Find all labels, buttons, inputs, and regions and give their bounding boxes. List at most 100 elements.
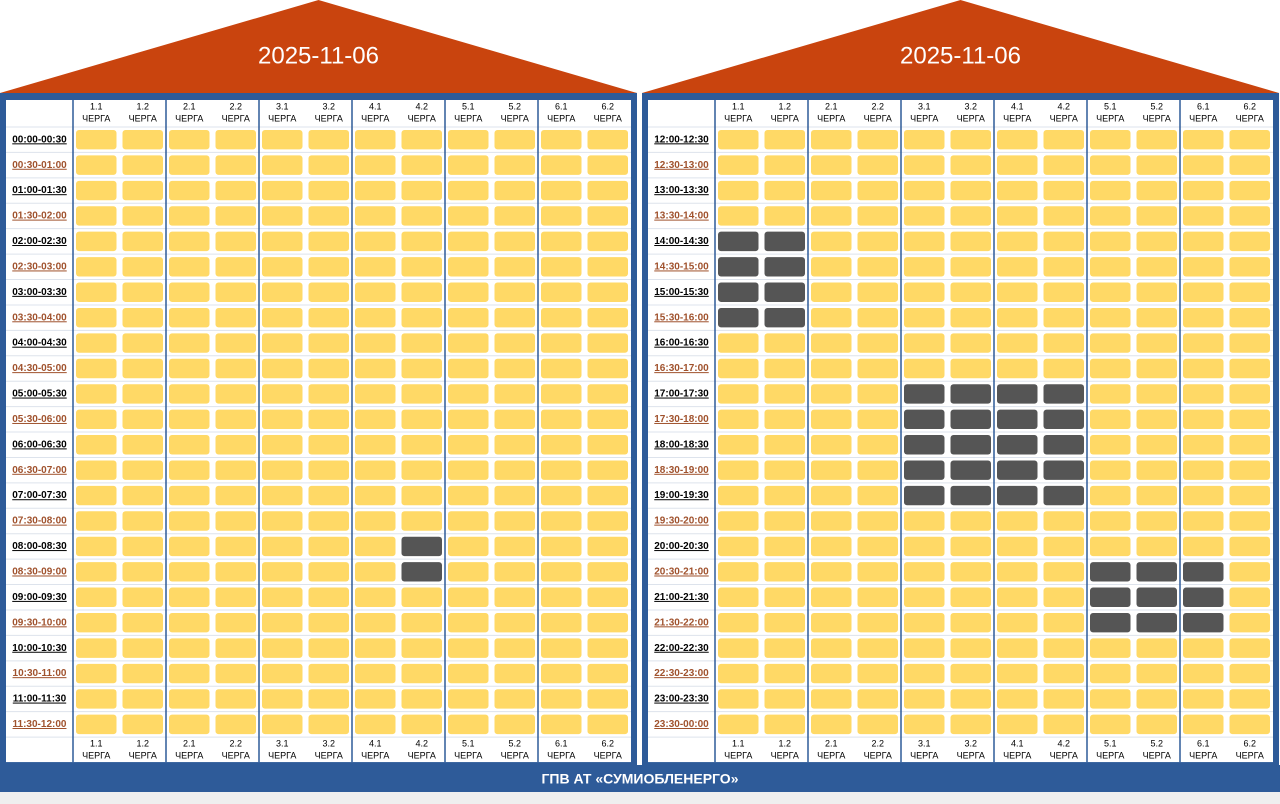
power-cell <box>587 587 628 607</box>
time-label[interactable]: 09:00-09:30 <box>12 592 67 603</box>
queue-label: ЧЕРГА <box>361 750 389 760</box>
time-label[interactable]: 08:00-08:30 <box>12 541 67 552</box>
time-label[interactable]: 14:00-14:30 <box>654 236 709 247</box>
time-label[interactable]: 07:30-08:00 <box>12 516 67 527</box>
time-label[interactable]: 20:30-21:00 <box>654 566 709 577</box>
time-label[interactable]: 10:00-10:30 <box>12 643 67 654</box>
time-label[interactable]: 20:00-20:30 <box>654 541 709 552</box>
time-label[interactable]: 12:00-12:30 <box>654 134 709 145</box>
power-cell <box>494 587 535 607</box>
time-label[interactable]: 22:00-22:30 <box>654 643 709 654</box>
power-cell <box>1136 485 1177 506</box>
queue-id: 3.1 <box>276 738 289 748</box>
time-label[interactable]: 00:30-01:00 <box>12 160 67 171</box>
time-label[interactable]: 16:30-17:00 <box>654 363 709 374</box>
power-cell <box>262 485 303 506</box>
power-cell <box>401 130 442 150</box>
queue-label: ЧЕРГА <box>864 750 892 760</box>
power-cell <box>122 206 163 226</box>
queue-label: ЧЕРГА <box>1050 750 1078 760</box>
time-label[interactable]: 16:00-16:30 <box>654 338 709 349</box>
time-label[interactable]: 03:30-04:00 <box>12 312 67 323</box>
time-label[interactable]: 13:30-14:00 <box>654 211 709 222</box>
power-cell <box>308 180 349 201</box>
power-cell <box>997 663 1038 684</box>
queue-id: 6.2 <box>601 738 614 748</box>
time-label[interactable]: 04:00-04:30 <box>12 338 67 349</box>
time-label[interactable]: 23:30-00:00 <box>654 719 709 730</box>
time-label[interactable]: 19:30-20:00 <box>654 516 709 527</box>
power-cell <box>308 638 349 658</box>
power-cell <box>169 130 210 150</box>
power-cell <box>1090 282 1131 302</box>
outage-cell <box>764 307 805 328</box>
time-label[interactable]: 01:00-01:30 <box>12 185 67 196</box>
power-cell <box>122 460 163 480</box>
time-label[interactable]: 21:30-22:00 <box>654 617 709 628</box>
time-label[interactable]: 02:30-03:00 <box>12 261 67 272</box>
time-label[interactable]: 19:00-19:30 <box>654 490 709 501</box>
power-cell <box>401 663 442 684</box>
power-cell <box>1043 511 1084 531</box>
power-cell <box>262 307 303 328</box>
power-cell <box>950 155 991 175</box>
time-label[interactable]: 10:30-11:00 <box>13 668 67 679</box>
time-label[interactable]: 18:00-18:30 <box>654 439 709 450</box>
outage-cell <box>1043 435 1084 455</box>
power-cell <box>997 333 1038 353</box>
time-label[interactable]: 01:30-02:00 <box>12 211 67 222</box>
power-cell <box>76 485 117 506</box>
time-label[interactable]: 13:00-13:30 <box>654 185 709 196</box>
time-label[interactable]: 08:30-09:00 <box>12 566 67 577</box>
power-cell <box>764 206 805 226</box>
power-cell <box>764 435 805 455</box>
time-label[interactable]: 21:00-21:30 <box>654 592 709 603</box>
power-cell <box>355 130 396 150</box>
power-cell <box>587 485 628 506</box>
time-label[interactable]: 18:30-19:00 <box>654 465 709 476</box>
power-cell <box>541 206 582 226</box>
time-label[interactable]: 12:30-13:00 <box>654 160 709 171</box>
power-cell <box>215 460 256 480</box>
outage-cell <box>718 231 759 252</box>
outage-cell <box>1136 612 1177 633</box>
power-cell <box>448 155 489 175</box>
time-label[interactable]: 04:30-05:00 <box>12 363 67 374</box>
time-label[interactable]: 07:00-07:30 <box>12 490 67 501</box>
power-cell <box>169 384 210 404</box>
time-label[interactable]: 00:00-00:30 <box>12 134 67 145</box>
time-label[interactable]: 11:30-12:00 <box>13 719 67 730</box>
time-label[interactable]: 05:00-05:30 <box>12 389 67 400</box>
power-cell <box>494 155 535 175</box>
power-cell <box>355 485 396 506</box>
time-label[interactable]: 15:00-15:30 <box>654 287 709 298</box>
time-label[interactable]: 23:00-23:30 <box>654 694 709 705</box>
footer-band <box>0 765 1280 792</box>
time-label[interactable]: 02:00-02:30 <box>12 236 67 247</box>
queue-id: 5.1 <box>462 738 475 748</box>
time-label[interactable]: 17:30-18:00 <box>654 414 709 425</box>
time-label[interactable]: 03:00-03:30 <box>12 287 67 298</box>
power-cell <box>355 460 396 480</box>
time-label[interactable]: 06:00-06:30 <box>12 439 67 450</box>
power-cell <box>122 689 163 709</box>
time-label[interactable]: 22:30-23:00 <box>654 668 709 679</box>
time-label[interactable]: 11:00-11:30 <box>13 694 67 705</box>
time-label[interactable]: 06:30-07:00 <box>12 465 67 476</box>
time-label[interactable]: 17:00-17:30 <box>654 389 709 400</box>
power-cell <box>355 689 396 709</box>
power-cell <box>355 282 396 302</box>
power-cell <box>308 562 349 582</box>
outage-cell <box>904 435 945 455</box>
power-cell <box>718 358 759 379</box>
time-label[interactable]: 05:30-06:00 <box>12 414 67 425</box>
power-cell <box>308 231 349 252</box>
time-label[interactable]: 15:30-16:00 <box>654 312 709 323</box>
power-cell <box>718 689 759 709</box>
power-cell <box>904 511 945 531</box>
power-cell <box>857 180 898 201</box>
power-cell <box>1183 231 1224 252</box>
time-label[interactable]: 09:30-10:00 <box>12 617 67 628</box>
time-label[interactable]: 14:30-15:00 <box>654 261 709 272</box>
queue-id: 3.1 <box>918 738 931 748</box>
